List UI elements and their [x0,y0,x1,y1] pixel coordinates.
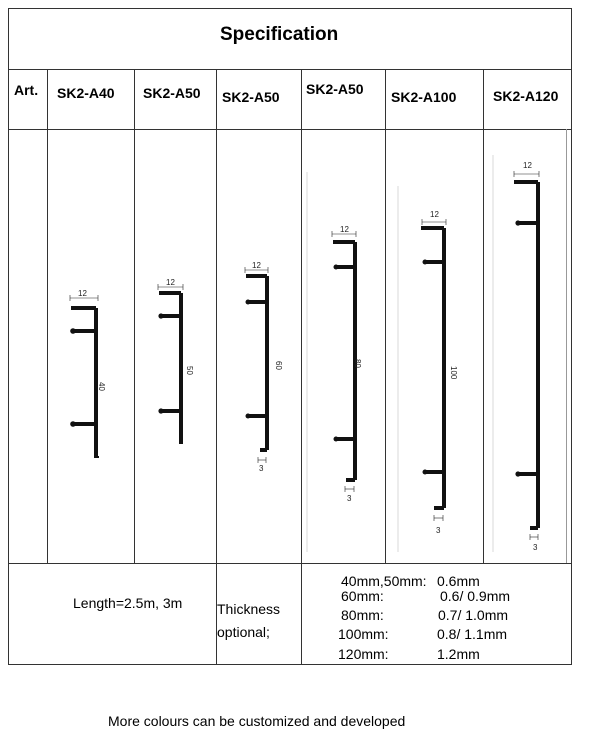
thickness-size-60: 60mm: [341,588,384,604]
col-divider-5 [385,69,386,563]
thickness-size-120: 120mm: [338,646,389,662]
col-divider-1 [47,69,48,563]
title-row-divider [8,69,571,70]
col-divider-3 [216,69,217,664]
col-divider-2 [134,69,135,563]
thickness-value-80: 0.7/ 1.0mm [438,607,509,623]
bottom-dimension-label: 3 [347,494,352,503]
thickness-label-2: optional; [217,624,270,640]
profile-sk2-a50-3: 12 80 3 [331,225,362,503]
top-dimension-label: 12 [78,289,87,298]
header-model-6: SK2-A120 [493,88,559,104]
table-border-bottom [8,664,571,665]
header-row-divider [8,129,571,130]
thickness-label-1: Thickness [217,601,281,617]
thickness-size-100: 100mm: [338,626,389,642]
profile-sk2-a100: 12 100 3 [421,210,458,535]
height-dimension-label: 40 [97,382,106,391]
top-dimension-label: 12 [340,225,349,234]
footer-note: More colours can be customized and devel… [108,713,406,729]
header-art: Art. [14,82,39,98]
bottom-dimension-label: 3 [533,543,538,552]
profile-sk2-a50-1: 12 50 [157,278,194,444]
header-model-3: SK2-A50 [222,89,280,105]
thickness-value-40-50: 0.6mm [437,573,480,589]
thickness-value-120: 1.2mm [437,646,480,662]
bottom-dimension-label: 3 [436,526,441,535]
header-model-5: SK2-A100 [391,89,457,105]
height-dimension-label: 100 [449,366,458,380]
length-spec: Length=2.5m, 3m [73,595,183,611]
drawing-row-divider [8,563,571,564]
bottom-dimension-label: 3 [259,464,264,473]
profile-sk2-a50-2: 12 60 3 [244,261,283,473]
thickness-value-60: 0.6/ 0.9mm [440,588,511,604]
thickness-size-40-50: 40mm,50mm: [341,573,427,589]
table-title: Specification [220,24,339,45]
height-dimension-label: 50 [185,366,194,375]
col-divider-7 [566,129,567,563]
header-model-4: SK2-A50 [306,81,364,97]
top-dimension-label: 12 [166,278,175,287]
height-dimension-label: 60 [274,361,283,370]
header-model-2: SK2-A50 [143,85,201,101]
col-divider-4 [301,69,302,664]
top-dimension-label: 12 [252,261,261,270]
top-dimension-label: 12 [523,161,532,170]
height-dimension-label: 80 [353,359,362,368]
table-border-top [8,8,571,9]
thickness-value-100: 0.8/ 1.1mm [437,626,508,642]
col-divider-6 [483,69,484,563]
header-model-1: SK2-A40 [57,85,115,101]
table-border-right [571,8,572,665]
table-border-left [8,8,9,665]
top-dimension-label: 12 [430,210,439,219]
thickness-size-80: 80mm: [341,607,384,623]
profile-sk2-a40: 12 40 [69,289,106,458]
profile-sk2-a120: 12 3 [513,161,540,552]
